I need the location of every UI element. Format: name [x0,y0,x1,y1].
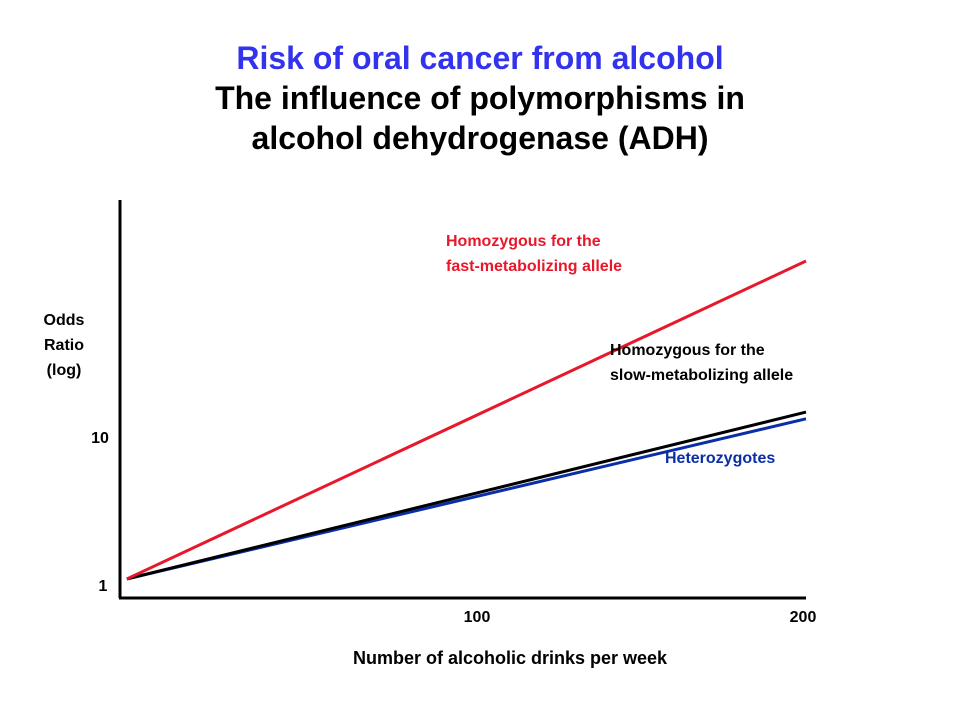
x-axis-label: Number of alcoholic drinks per week [353,648,668,668]
series-label-slow: Homozygous for the slow-metabolizing all… [610,342,793,384]
y-axis-label: Odds Ratio (log) [44,312,85,379]
series-label-fast-line-2: fast-metabolizing allele [446,258,622,275]
chart-title: Risk of oral cancer from alcohol [236,40,724,76]
series-label-fast-line-1: Homozygous for the [446,233,601,250]
chart-subtitle-line-1: The influence of polymorphisms in [215,80,745,116]
x-tick-label-200: 200 [790,609,817,626]
series-line-slow [126,410,807,581]
y-axis-label-line-1: Odds [44,312,85,329]
series-label-heterozygotes: Heterozygotes [665,450,775,467]
y-axis-label-line-3: (log) [47,362,82,379]
y-tick-label-10: 10 [91,430,109,447]
series-line-fast [126,259,807,581]
series-label-fast: Homozygous for the fast-metabolizing all… [446,233,622,275]
y-axis-label-line-2: Ratio [44,337,84,354]
series-label-slow-line-1: Homozygous for the [610,342,765,359]
chart-subtitle-line-2: alcohol dehydrogenase (ADH) [251,120,709,156]
y-tick-label-1: 1 [99,578,108,595]
x-tick-label-100: 100 [464,609,491,626]
series-label-slow-line-2: slow-metabolizing allele [610,367,793,384]
title-block: Risk of oral cancer from alcohol The inf… [0,38,960,158]
